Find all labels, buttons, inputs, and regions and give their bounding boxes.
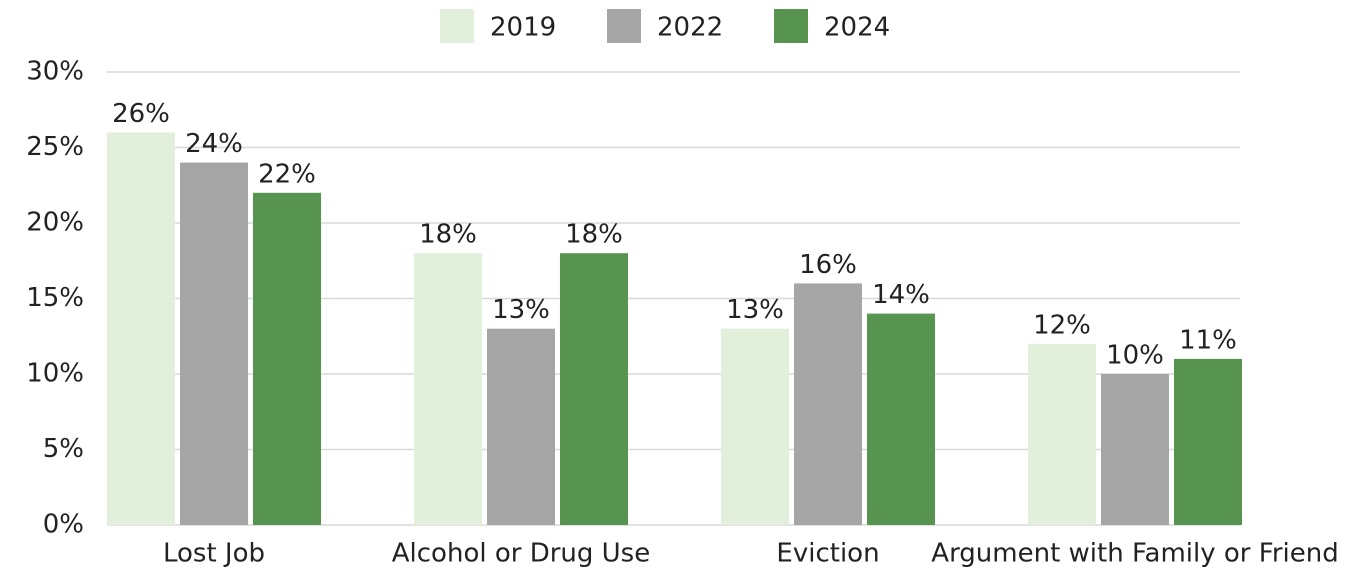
x-tick-label: Argument with Family or Friend <box>931 539 1338 569</box>
y-tick-label: 0% <box>43 510 84 540</box>
data-label: 22% <box>258 159 316 189</box>
data-label: 24% <box>185 129 243 159</box>
bar <box>1028 343 1096 525</box>
data-label: 12% <box>1033 310 1091 340</box>
legend-label: 2019 <box>490 13 556 43</box>
y-tick-label: 30% <box>26 57 84 87</box>
bar <box>1174 358 1242 525</box>
data-label: 18% <box>565 220 623 250</box>
bar <box>414 253 482 525</box>
bar <box>180 162 248 525</box>
data-label: 14% <box>872 280 930 310</box>
data-label: 11% <box>1179 325 1237 355</box>
legend-label: 2024 <box>824 13 890 43</box>
bar <box>721 328 789 525</box>
bar <box>1101 374 1169 525</box>
data-label: 13% <box>492 295 550 325</box>
y-tick-label: 10% <box>26 359 84 389</box>
legend-label: 2022 <box>657 13 723 43</box>
x-tick-label: Eviction <box>776 539 879 569</box>
legend-swatch <box>774 9 808 43</box>
data-label: 16% <box>799 250 857 280</box>
x-tick-label: Lost Job <box>163 539 265 569</box>
bar <box>794 283 862 525</box>
y-tick-label: 5% <box>43 434 84 464</box>
x-tick-label: Alcohol or Drug Use <box>392 539 650 569</box>
y-tick-label: 25% <box>26 132 84 162</box>
y-tick-label: 15% <box>26 283 84 313</box>
legend-swatch <box>607 9 641 43</box>
data-label: 10% <box>1106 341 1164 371</box>
bar <box>867 313 935 525</box>
data-label: 13% <box>726 295 784 325</box>
data-label: 18% <box>419 220 477 250</box>
legend-swatch <box>440 9 474 43</box>
bar <box>487 328 555 525</box>
data-label: 26% <box>112 99 170 129</box>
bar <box>107 132 175 525</box>
bar <box>560 253 628 525</box>
y-tick-label: 20% <box>26 208 84 238</box>
bar <box>253 192 321 526</box>
